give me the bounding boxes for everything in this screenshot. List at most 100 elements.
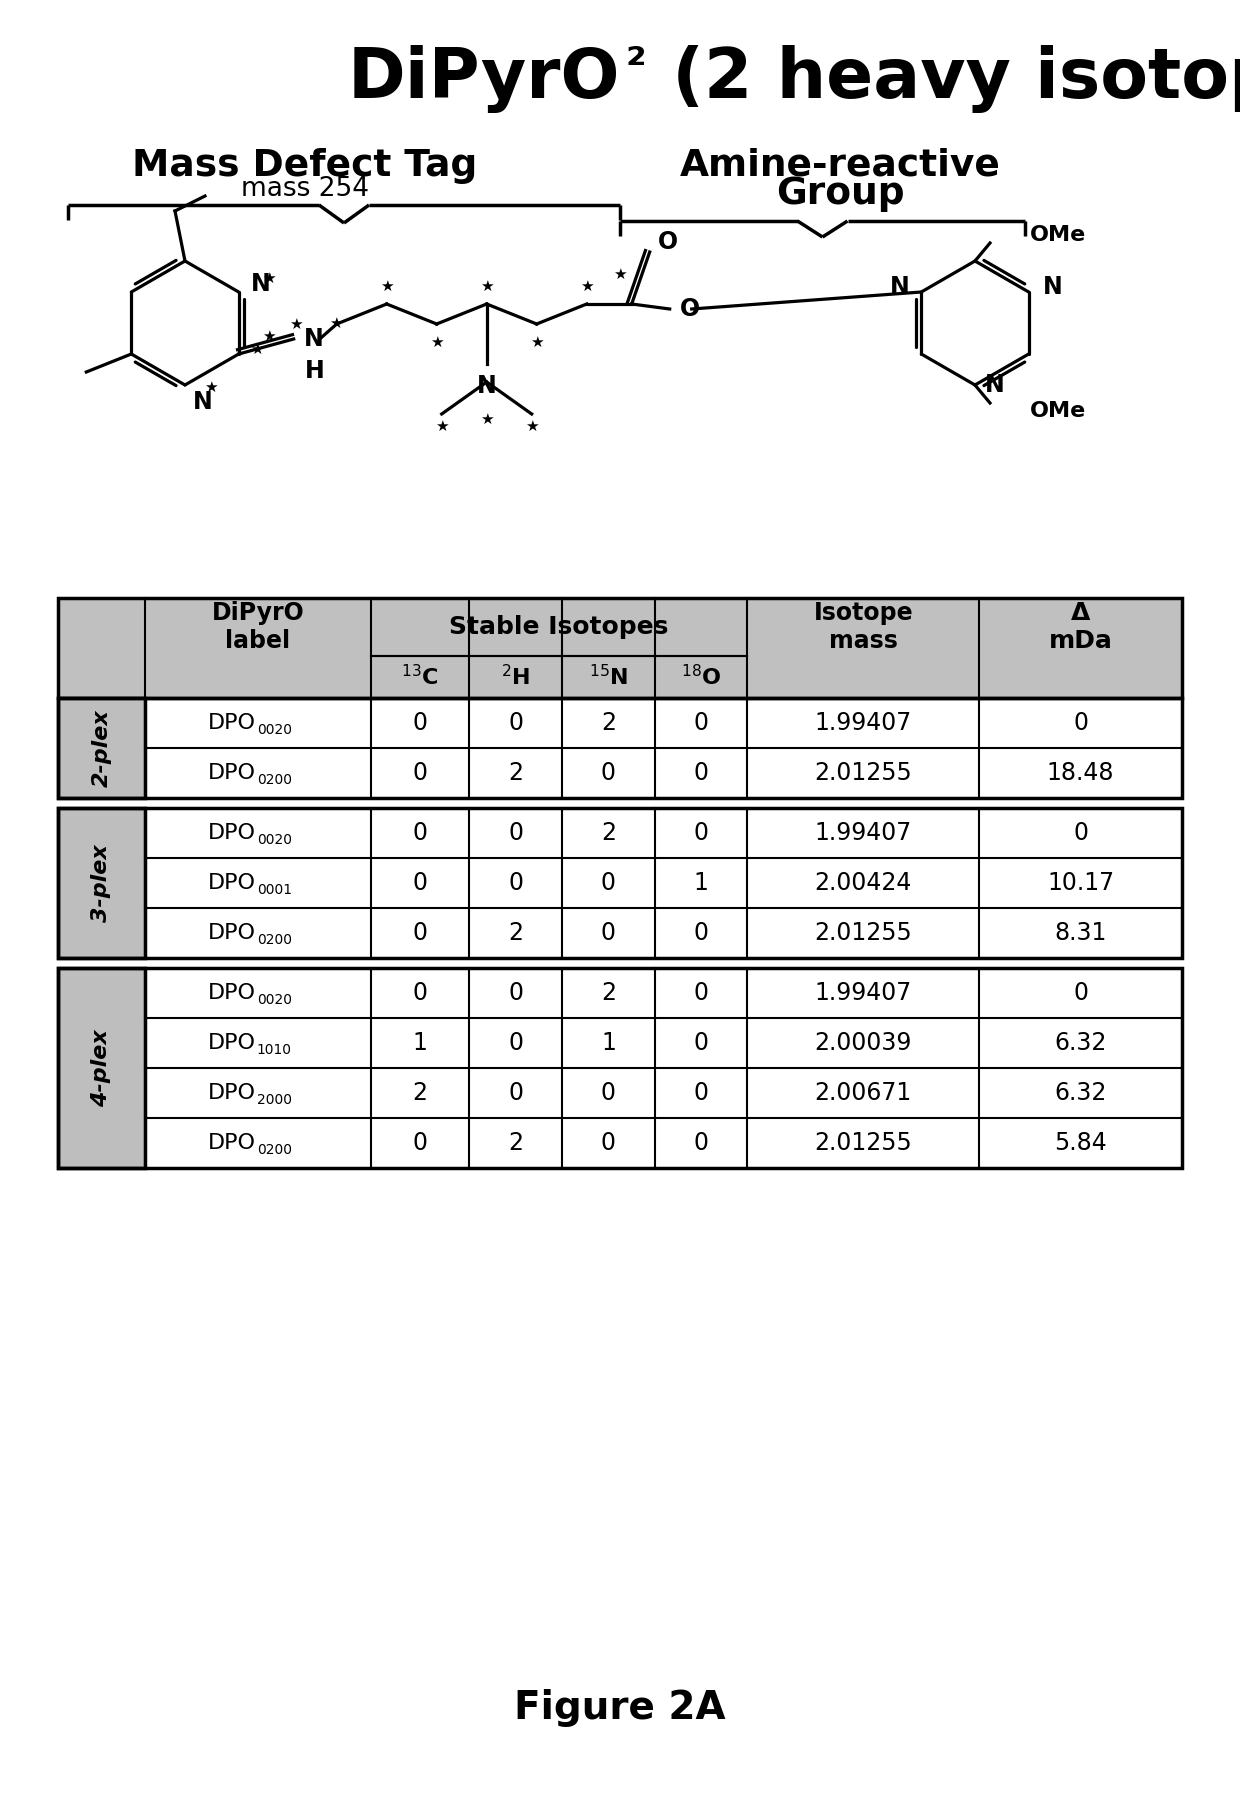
Text: 0200: 0200 xyxy=(257,772,291,787)
Text: $^{2}$H: $^{2}$H xyxy=(501,664,531,689)
Text: 0020: 0020 xyxy=(257,723,291,738)
Text: (2 heavy isotopes): (2 heavy isotopes) xyxy=(649,45,1240,112)
Text: Δ
mDa: Δ mDa xyxy=(1049,602,1112,653)
Text: 2: 2 xyxy=(601,711,616,734)
Bar xyxy=(58,968,1182,1168)
Text: 0200: 0200 xyxy=(257,1144,291,1157)
Text: O: O xyxy=(657,230,678,254)
Text: Isotope
mass: Isotope mass xyxy=(813,602,913,653)
Text: ★: ★ xyxy=(529,335,543,350)
Text: ★: ★ xyxy=(289,317,303,332)
Text: 0: 0 xyxy=(413,761,428,785)
Text: 0: 0 xyxy=(508,711,523,734)
Text: ★: ★ xyxy=(613,267,626,281)
Text: $^{15}$N: $^{15}$N xyxy=(589,664,627,689)
Text: 0: 0 xyxy=(1073,821,1089,845)
Text: 0: 0 xyxy=(413,711,428,734)
Text: N: N xyxy=(985,373,1004,397)
Text: 0: 0 xyxy=(1073,711,1089,734)
Text: 0020: 0020 xyxy=(257,834,291,847)
Text: mass 254: mass 254 xyxy=(241,176,370,201)
Text: 0020: 0020 xyxy=(257,994,291,1008)
Text: 8.31: 8.31 xyxy=(1054,921,1107,945)
Text: 2: 2 xyxy=(508,921,523,945)
Text: 2000: 2000 xyxy=(257,1093,291,1108)
Text: 0001: 0001 xyxy=(257,883,291,897)
Text: 0: 0 xyxy=(508,981,523,1004)
Text: Group: Group xyxy=(776,176,904,212)
Text: 2.00039: 2.00039 xyxy=(815,1032,913,1055)
Text: 0: 0 xyxy=(508,821,523,845)
Text: ★: ★ xyxy=(329,315,342,330)
Text: N: N xyxy=(193,390,213,413)
Text: H: H xyxy=(305,359,325,383)
Text: 0: 0 xyxy=(413,921,428,945)
Text: 0: 0 xyxy=(1073,981,1089,1004)
Text: $^{18}$O: $^{18}$O xyxy=(681,664,722,689)
Text: 1010: 1010 xyxy=(257,1042,291,1057)
Text: ★: ★ xyxy=(379,279,393,294)
Text: N: N xyxy=(1043,276,1063,299)
Text: DPO: DPO xyxy=(208,763,255,783)
Text: 6.32: 6.32 xyxy=(1054,1032,1107,1055)
Text: 0: 0 xyxy=(601,1131,616,1155)
Text: DPO: DPO xyxy=(208,1082,255,1102)
Text: Figure 2A: Figure 2A xyxy=(515,1690,725,1728)
Bar xyxy=(58,809,145,957)
Text: 0: 0 xyxy=(413,870,428,896)
Text: N: N xyxy=(477,373,496,399)
Text: 0: 0 xyxy=(601,870,616,896)
Text: 0: 0 xyxy=(413,981,428,1004)
Text: Stable Isotopes: Stable Isotopes xyxy=(449,615,668,638)
Text: ★: ★ xyxy=(480,412,494,426)
Text: ★: ★ xyxy=(435,419,449,433)
Text: 0: 0 xyxy=(508,870,523,896)
Text: ★: ★ xyxy=(525,419,538,433)
Bar xyxy=(58,809,1182,957)
Text: 0: 0 xyxy=(693,1081,708,1104)
Text: ★: ★ xyxy=(262,270,275,285)
Text: ★: ★ xyxy=(250,341,264,357)
Text: 2: 2 xyxy=(508,1131,523,1155)
Text: 2-plex: 2-plex xyxy=(92,709,112,787)
Text: ★: ★ xyxy=(580,279,594,294)
Text: 0: 0 xyxy=(693,761,708,785)
Text: DPO: DPO xyxy=(208,923,255,943)
Text: 0: 0 xyxy=(693,921,708,945)
Text: 2.00424: 2.00424 xyxy=(815,870,913,896)
Text: ★: ★ xyxy=(262,328,275,343)
Bar xyxy=(58,698,1182,798)
Bar xyxy=(58,698,145,798)
Bar xyxy=(145,698,1182,798)
Text: 0: 0 xyxy=(601,921,616,945)
Bar xyxy=(145,968,1182,1168)
Text: 1: 1 xyxy=(693,870,708,896)
Text: 0: 0 xyxy=(693,821,708,845)
Text: 0: 0 xyxy=(693,1131,708,1155)
Text: DPO: DPO xyxy=(208,983,255,1003)
Text: ²: ² xyxy=(625,45,646,91)
Text: 2.01255: 2.01255 xyxy=(815,761,913,785)
Text: DPO: DPO xyxy=(208,823,255,843)
Text: 0: 0 xyxy=(693,981,708,1004)
Text: 10.17: 10.17 xyxy=(1047,870,1115,896)
Text: 0: 0 xyxy=(413,1131,428,1155)
Text: 0: 0 xyxy=(508,1032,523,1055)
Text: 0: 0 xyxy=(693,711,708,734)
Text: 5.84: 5.84 xyxy=(1054,1131,1107,1155)
Text: 0: 0 xyxy=(601,1081,616,1104)
Text: 2.01255: 2.01255 xyxy=(815,1131,913,1155)
Text: 2: 2 xyxy=(601,821,616,845)
Text: 1: 1 xyxy=(601,1032,616,1055)
Text: 2.00671: 2.00671 xyxy=(815,1081,911,1104)
Text: Amine-reactive: Amine-reactive xyxy=(680,149,1001,183)
Text: DiPyrO: DiPyrO xyxy=(347,45,620,112)
Text: DiPyrO
label: DiPyrO label xyxy=(212,602,304,653)
Text: Mass Defect Tag: Mass Defect Tag xyxy=(133,149,477,183)
Text: 2: 2 xyxy=(508,761,523,785)
Text: 0200: 0200 xyxy=(257,934,291,946)
Text: DPO: DPO xyxy=(208,1133,255,1153)
Text: N: N xyxy=(304,326,324,352)
Text: 1.99407: 1.99407 xyxy=(815,821,911,845)
Text: DPO: DPO xyxy=(208,874,255,894)
